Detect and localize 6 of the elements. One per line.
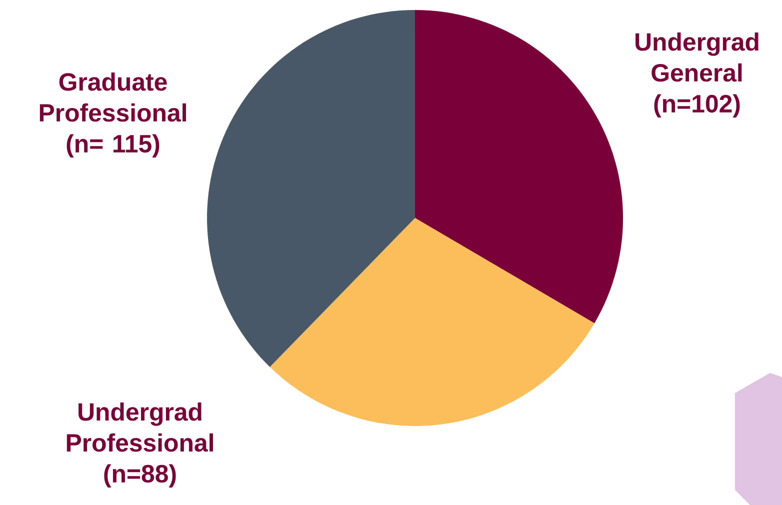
- slice-label: Undergrad General: [636, 32, 758, 82]
- data-label: (n= 115): [66, 134, 160, 158]
- data-label: (n=102): [654, 94, 740, 118]
- data-label: (n=88): [104, 464, 176, 488]
- slice-label: Graduate Professional: [40, 72, 186, 122]
- slice-label: Undergrad Professional: [66, 402, 213, 452]
